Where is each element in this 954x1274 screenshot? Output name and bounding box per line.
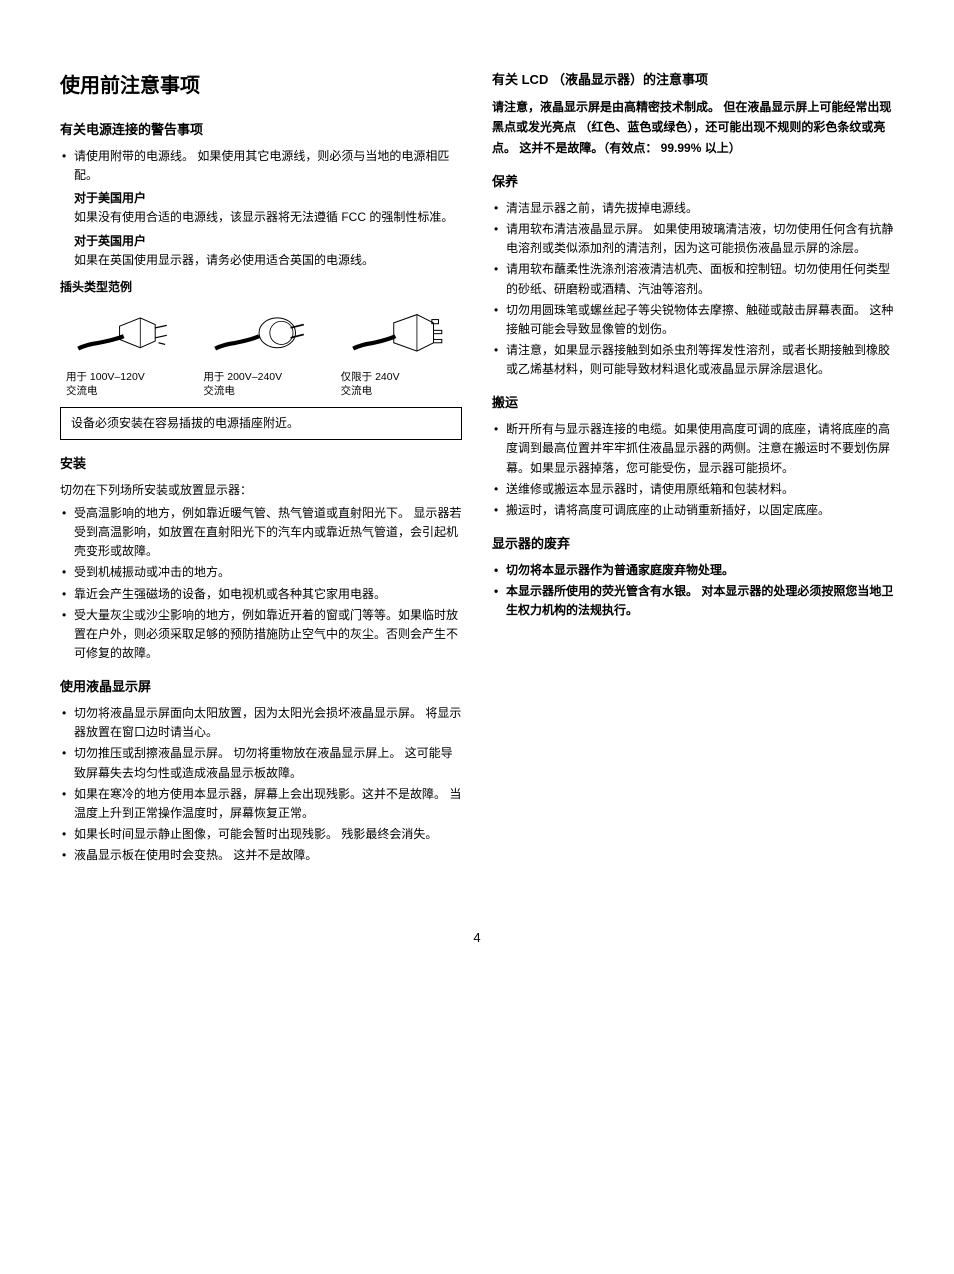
maintenance-heading: 保养: [492, 172, 894, 193]
plug-example-heading: 插头类型范例: [60, 278, 462, 297]
disposal-list: 切勿将本显示器作为普通家庭废弃物处理。 本显示器所使用的荧光管含有水银。 对本显…: [492, 561, 894, 621]
install-item: 受到机械振动或冲击的地方。: [60, 563, 462, 582]
plug-cell-3: 仅限于 240V 交流电: [335, 303, 462, 398]
uk-user-heading: 对于英国用户: [74, 232, 462, 251]
maintenance-item: 请用软布清洁液晶显示屏。 如果使用玻璃清洁液，切勿使用任何含有抗静电溶剂或类似添…: [492, 220, 894, 258]
power-warning-item: 请使用附带的电源线。 如果使用其它电源线，则必须与当地的电源相匹配。 对于美国用…: [60, 147, 462, 270]
power-warning-heading: 有关电源连接的警告事项: [60, 120, 462, 141]
plug-cell-2: 用于 200V–240V 交流电: [197, 303, 324, 398]
disposal-item: 本显示器所使用的荧光管含有水银。 对本显示器的处理必须按照您当地卫生权力机构的法…: [492, 582, 894, 620]
install-heading: 安装: [60, 454, 462, 475]
plug-icon-eu: [211, 303, 310, 361]
us-user-heading: 对于美国用户: [74, 189, 462, 208]
lcd-use-item: 液晶显示板在使用时会变热。 这并不是故障。: [60, 846, 462, 865]
plug-icon-us: [74, 303, 173, 361]
install-item: 受大量灰尘或沙尘影响的地方，例如靠近开着的窗或门等等。如果临时放置在户外，则必须…: [60, 606, 462, 664]
right-column: 有关 LCD （液晶显示器）的注意事项 请注意，液晶显示屏是由高精密技术制成。 …: [492, 70, 894, 868]
lcd-use-item: 如果长时间显示静止图像，可能会暂时出现残影。 残影最终会消失。: [60, 825, 462, 844]
plug-icon-uk: [349, 303, 448, 361]
lcd-use-item: 如果在寒冷的地方使用本显示器，屏幕上会出现残影。这并不是故障。 当温度上升到正常…: [60, 785, 462, 823]
page-number: 4: [60, 928, 894, 949]
main-title: 使用前注意事项: [60, 70, 462, 102]
us-user-text: 如果没有使用合适的电源线，该显示器将无法遵循 FCC 的强制性标准。: [74, 208, 462, 227]
install-item: 靠近会产生强磁场的设备，如电视机或各种其它家用电器。: [60, 585, 462, 604]
plug-label-3: 仅限于 240V 交流电: [335, 371, 462, 398]
transport-list: 断开所有与显示器连接的电缆。如果使用高度可调的底座，请将底座的高度调到最高位置并…: [492, 420, 894, 520]
transport-item: 送维修或搬运本显示器时，请使用原纸箱和包装材料。: [492, 480, 894, 499]
maintenance-item: 请用软布蘸柔性洗涤剂溶液清洁机壳、面板和控制钮。切勿使用任何类型的砂纸、研磨粉或…: [492, 260, 894, 298]
maintenance-item: 切勿用圆珠笔或螺丝起子等尖锐物体去摩擦、触碰或敲击屏幕表面。 这种接触可能会导致…: [492, 301, 894, 339]
lcd-use-heading: 使用液晶显示屏: [60, 677, 462, 698]
power-warning-text: 请使用附带的电源线。 如果使用其它电源线，则必须与当地的电源相匹配。: [74, 149, 449, 182]
plug-cell-1: 用于 100V–120V 交流电: [60, 303, 187, 398]
plug-row: 用于 100V–120V 交流电 用于 200V–240V 交流电: [60, 303, 462, 398]
lcd-use-item: 切勿推压或刮擦液晶显示屏。 切勿将重物放在液晶显示屏上。 这可能导致屏幕失去均匀…: [60, 744, 462, 782]
disposal-item: 切勿将本显示器作为普通家庭废弃物处理。: [492, 561, 894, 580]
left-column: 使用前注意事项 有关电源连接的警告事项 请使用附带的电源线。 如果使用其它电源线…: [60, 70, 462, 868]
install-note-box: 设备必须安装在容易插拔的电源插座附近。: [60, 407, 462, 440]
install-list: 受高温影响的地方，例如靠近暖气管、热气管道或直射阳光下。 显示器若受到高温影响，…: [60, 504, 462, 664]
maintenance-item: 请注意，如果显示器接触到如杀虫剂等挥发性溶剂，或者长期接触到橡胶或乙烯基材料，则…: [492, 341, 894, 379]
lcd-use-list: 切勿将液晶显示屏面向太阳放置，因为太阳光会损坏液晶显示屏。 将显示器放置在窗口边…: [60, 704, 462, 866]
lcd-use-item: 切勿将液晶显示屏面向太阳放置，因为太阳光会损坏液晶显示屏。 将显示器放置在窗口边…: [60, 704, 462, 742]
lcd-notice-heading: 有关 LCD （液晶显示器）的注意事项: [492, 70, 894, 91]
maintenance-item: 清洁显示器之前，请先拔掉电源线。: [492, 199, 894, 218]
maintenance-list: 清洁显示器之前，请先拔掉电源线。 请用软布清洁液晶显示屏。 如果使用玻璃清洁液，…: [492, 199, 894, 380]
power-warning-list: 请使用附带的电源线。 如果使用其它电源线，则必须与当地的电源相匹配。 对于美国用…: [60, 147, 462, 270]
uk-user-text: 如果在英国使用显示器，请务必使用适合英国的电源线。: [74, 251, 462, 270]
transport-item: 搬运时，请将高度可调底座的止动销重新插好，以固定底座。: [492, 501, 894, 520]
plug-label-2: 用于 200V–240V 交流电: [197, 371, 324, 398]
lcd-notice-para: 请注意，液晶显示屏是由高精密技术制成。 但在液晶显示屏上可能经常出现黑点或发光亮…: [492, 97, 894, 158]
plug-label-1: 用于 100V–120V 交流电: [60, 371, 187, 398]
disposal-heading: 显示器的废弃: [492, 534, 894, 555]
transport-item: 断开所有与显示器连接的电缆。如果使用高度可调的底座，请将底座的高度调到最高位置并…: [492, 420, 894, 478]
transport-heading: 搬运: [492, 393, 894, 414]
install-item: 受高温影响的地方，例如靠近暖气管、热气管道或直射阳光下。 显示器若受到高温影响，…: [60, 504, 462, 562]
install-intro: 切勿在下列场所安装或放置显示器：: [60, 481, 462, 500]
